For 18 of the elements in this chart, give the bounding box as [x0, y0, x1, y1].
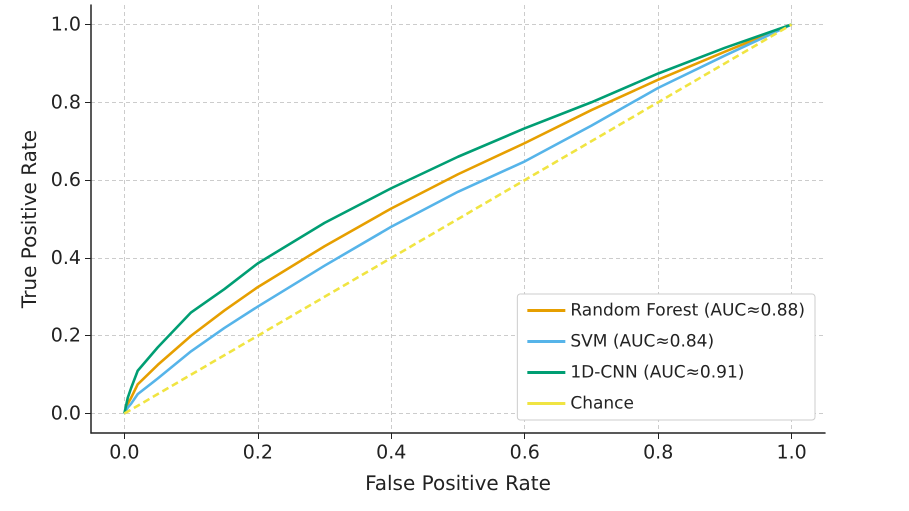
y-tick-label: 0.6 [50, 169, 81, 192]
y-tick-label: 0.8 [50, 91, 81, 114]
x-axis-title: False Positive Rate [365, 471, 551, 495]
y-tick-label: 1.0 [50, 13, 81, 36]
y-tick-label: 0.2 [50, 324, 81, 347]
legend-label: Chance [570, 394, 634, 414]
y-tick-label: 0.0 [50, 402, 81, 425]
legend-label: 1D-CNN (AUC≈0.91) [570, 362, 744, 382]
x-tick-label: 0.6 [510, 442, 540, 464]
x-tick-label: 0.2 [242, 442, 273, 464]
y-tick-label: 0.4 [50, 246, 81, 269]
x-tick-label: 1.0 [776, 442, 807, 464]
x-tick-label: 0.8 [643, 442, 674, 464]
y-axis-title: True Positive Rate [17, 130, 41, 310]
x-tick-label: 0.4 [376, 442, 406, 464]
x-tick-label: 0.0 [109, 442, 140, 464]
legend-label: Random Forest (AUC≈0.88) [570, 300, 806, 320]
legend-label: SVM (AUC≈0.84) [570, 332, 714, 352]
